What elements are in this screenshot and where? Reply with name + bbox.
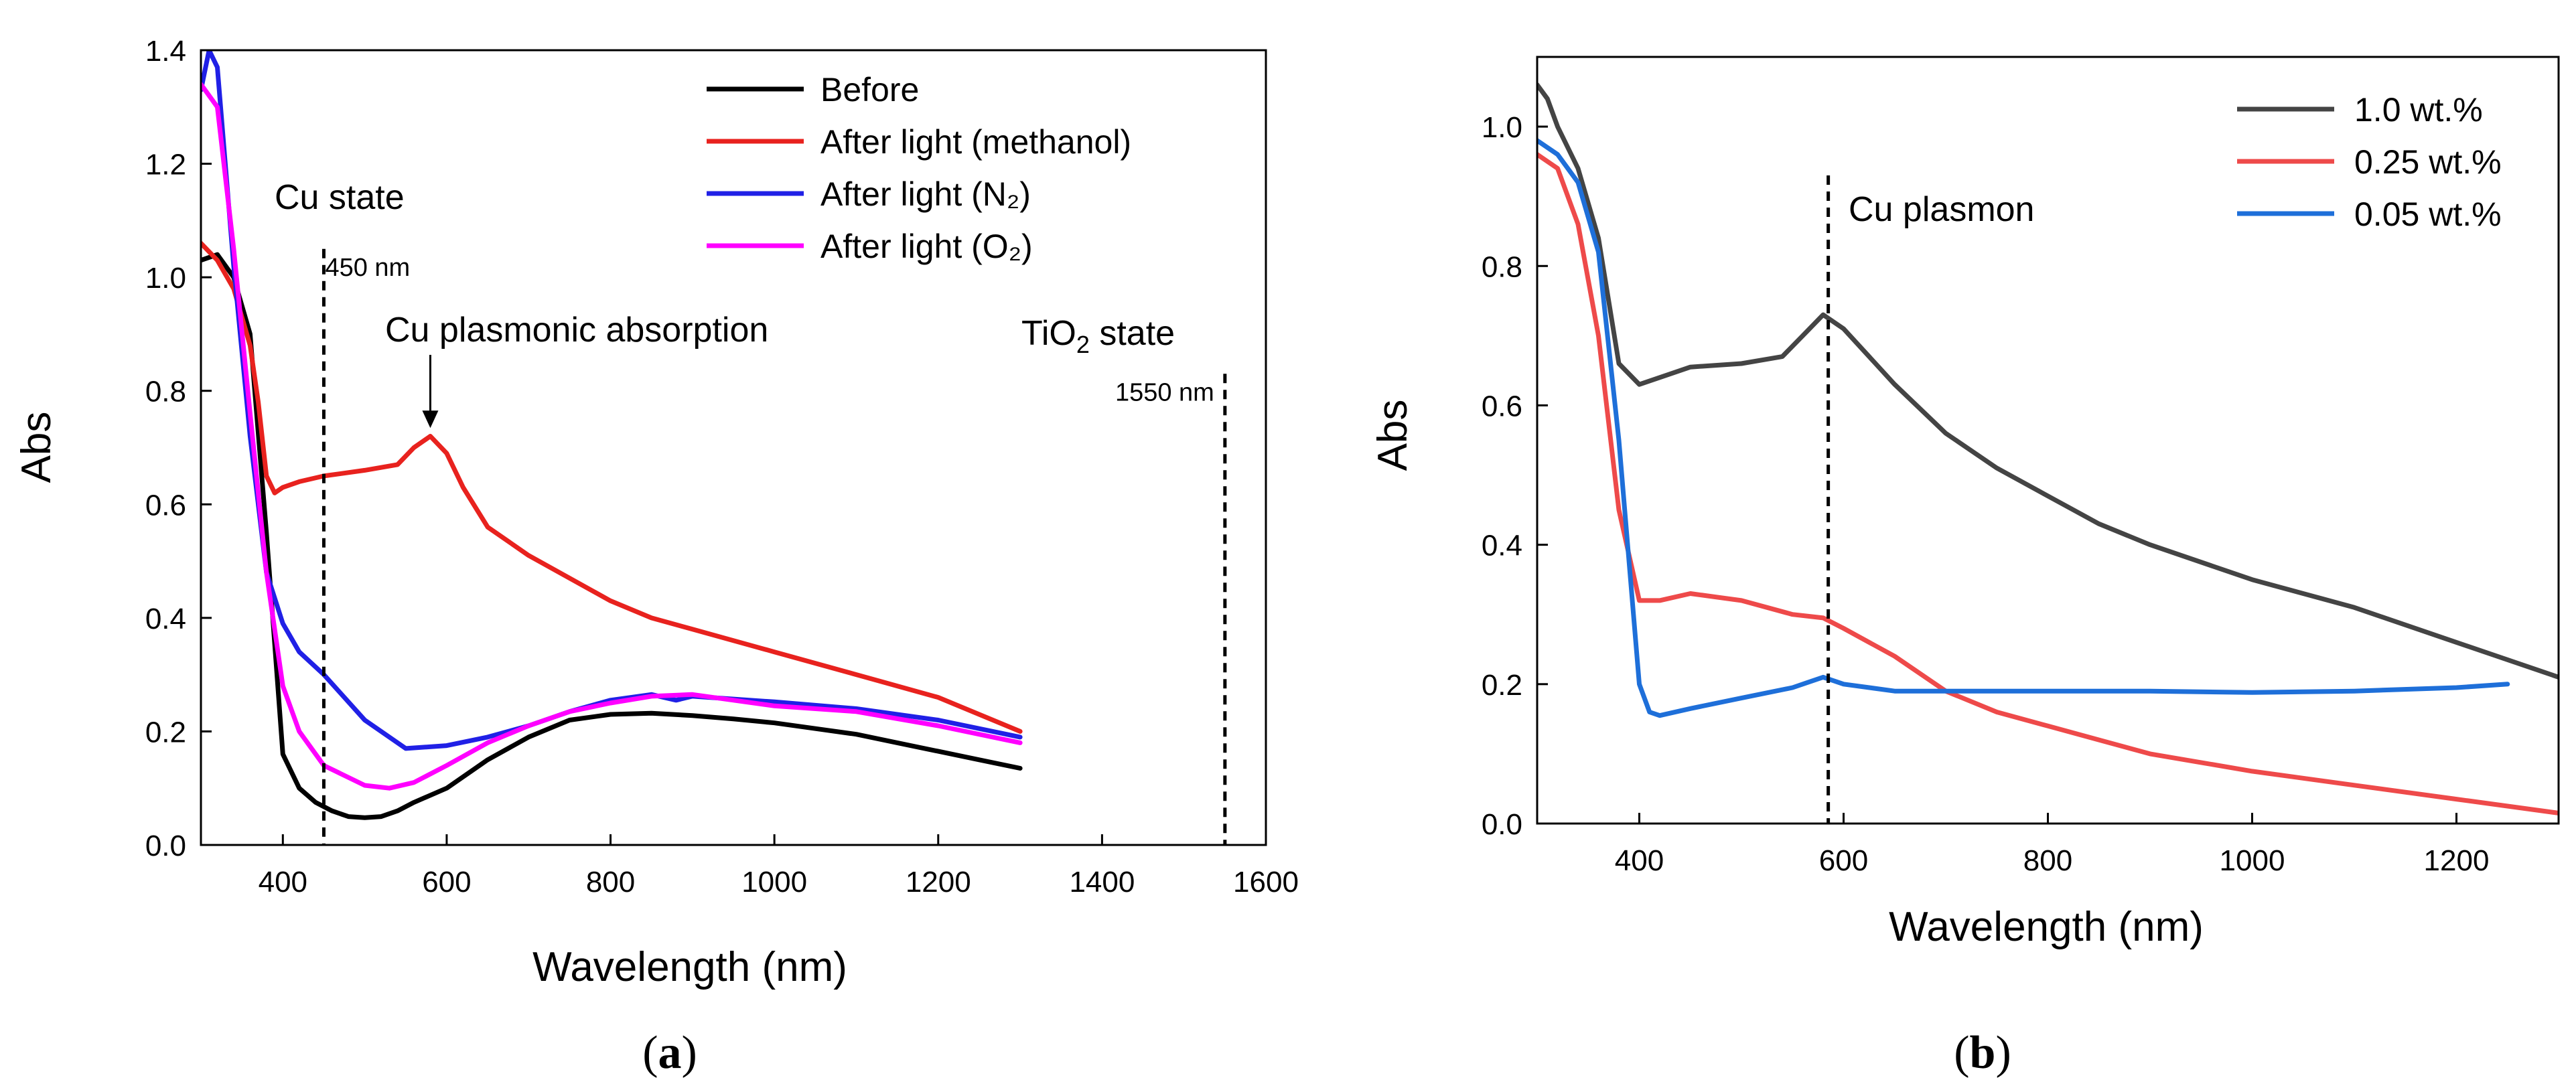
- panel-b-paren-close: ): [1995, 1027, 2011, 1079]
- arrow-head: [422, 410, 439, 429]
- legend-label: After light (N₂): [820, 175, 1031, 213]
- tio2-suffix: state: [1090, 314, 1175, 353]
- x-tick-label: 1000: [2220, 844, 2285, 877]
- reference-line-label: 450 nm: [325, 254, 410, 282]
- panel-a-plot-frame: [200, 49, 1267, 846]
- x-tick-label: 1600: [1233, 866, 1299, 899]
- x-tick-label: 1400: [1069, 866, 1135, 899]
- x-tick-label: 1000: [741, 866, 807, 899]
- legend-label: Before: [820, 71, 919, 108]
- tio2-subscript: 2: [1076, 331, 1090, 358]
- panel-b-legend: 1.0 wt.% 0.25 wt.% 0.05 wt.%: [2237, 91, 2502, 233]
- panel-a-ylabel: Abs: [13, 412, 60, 483]
- panel-a-paren-close: ): [682, 1027, 697, 1079]
- y-tick-label: 0.6: [1482, 390, 1522, 422]
- panel-a-paren-open: (: [642, 1027, 658, 1079]
- series-line-1: [201, 240, 1023, 734]
- panel-b-letter: b: [1970, 1027, 1996, 1079]
- panel-a: 400 600 800 1000 1200 1400 1600 0.0 0.2 0.4 0.6 0.8…: [13, 35, 1299, 1079]
- x-tick-label: 400: [1615, 844, 1664, 877]
- series-line-1: [1537, 152, 2559, 815]
- y-tick-label: 1.0: [1482, 111, 1522, 144]
- y-tick-label: 0.4: [1482, 530, 1522, 562]
- legend-label: After light (O₂): [820, 228, 1033, 265]
- legend-label: After light (methanol): [820, 123, 1131, 161]
- panel-b-label: (b): [1954, 1027, 2011, 1079]
- panel-a-cu-plasmonic-label: Cu plasmonic absorption: [385, 311, 768, 349]
- y-tick-label: 0.8: [1482, 250, 1522, 283]
- tio2-main: TiO: [1021, 314, 1076, 353]
- y-tick-label: 0.0: [145, 830, 186, 862]
- y-tick-label: 0.6: [145, 489, 186, 522]
- x-tick-label: 600: [422, 866, 471, 899]
- panel-a-series: [201, 50, 1023, 820]
- series-line-3: [201, 82, 1023, 791]
- series-line-2: [1537, 138, 2510, 718]
- x-tick-label: 800: [2023, 844, 2072, 877]
- panel-b-plot-frame: [1536, 56, 2560, 825]
- x-tick-label: 800: [586, 866, 635, 899]
- x-tick-label: 600: [1819, 844, 1868, 877]
- y-tick-label: 1.2: [145, 149, 186, 181]
- panel-a-reference-lines: 450 nm 1550 nm: [321, 248, 1227, 845]
- y-tick-label: 1.4: [145, 35, 186, 68]
- x-tick-label: 400: [259, 866, 307, 899]
- panel-a-label: (a): [642, 1027, 697, 1079]
- panel-a-letter: a: [658, 1027, 682, 1079]
- panel-a-legend: Before After light (methanol) After light …: [707, 71, 1131, 265]
- y-tick-label: 0.4: [145, 603, 186, 635]
- panel-b-ylabel: Abs: [1370, 400, 1416, 471]
- panel-b-paren-open: (: [1954, 1027, 1969, 1079]
- y-tick-label: 0.0: [1482, 808, 1522, 841]
- y-tick-label: 0.8: [145, 376, 186, 408]
- legend-label: 0.25 wt.%: [2354, 143, 2502, 181]
- series-line-0: [201, 252, 1023, 820]
- y-tick-label: 0.2: [1482, 669, 1522, 702]
- y-tick-label: 1.0: [145, 262, 186, 295]
- panel-a-ticks: 400 600 800 1000 1200 1400 1600 0.0 0.2 0.4 0.6 0.8…: [145, 35, 1299, 899]
- legend-label: 0.05 wt.%: [2354, 196, 2502, 233]
- panel-b-ticks: 400 600 800 1000 1200 0.0 0.2 0.4 0.6 0.8 1.0: [1482, 111, 2490, 877]
- x-tick-label: 1200: [2424, 844, 2490, 877]
- series-line-0: [1537, 82, 2559, 680]
- panel-b-cu-plasmon-label: Cu plasmon: [1849, 190, 2034, 229]
- panel-a-tio2-state-label: TiO2 state: [1021, 314, 1175, 358]
- panel-a-cu-state-label: Cu state: [275, 178, 405, 217]
- panel-a-xlabel: Wavelength (nm): [532, 944, 847, 990]
- panel-b-series: [1537, 82, 2559, 815]
- panel-b-xlabel: Wavelength (nm): [1889, 904, 2204, 950]
- panel-a-plasmon-arrow: [422, 355, 439, 429]
- x-tick-label: 1200: [906, 866, 971, 899]
- y-tick-label: 0.2: [145, 716, 186, 749]
- reference-line-label: 1550 nm: [1115, 378, 1214, 406]
- legend-label: 1.0 wt.%: [2354, 91, 2483, 129]
